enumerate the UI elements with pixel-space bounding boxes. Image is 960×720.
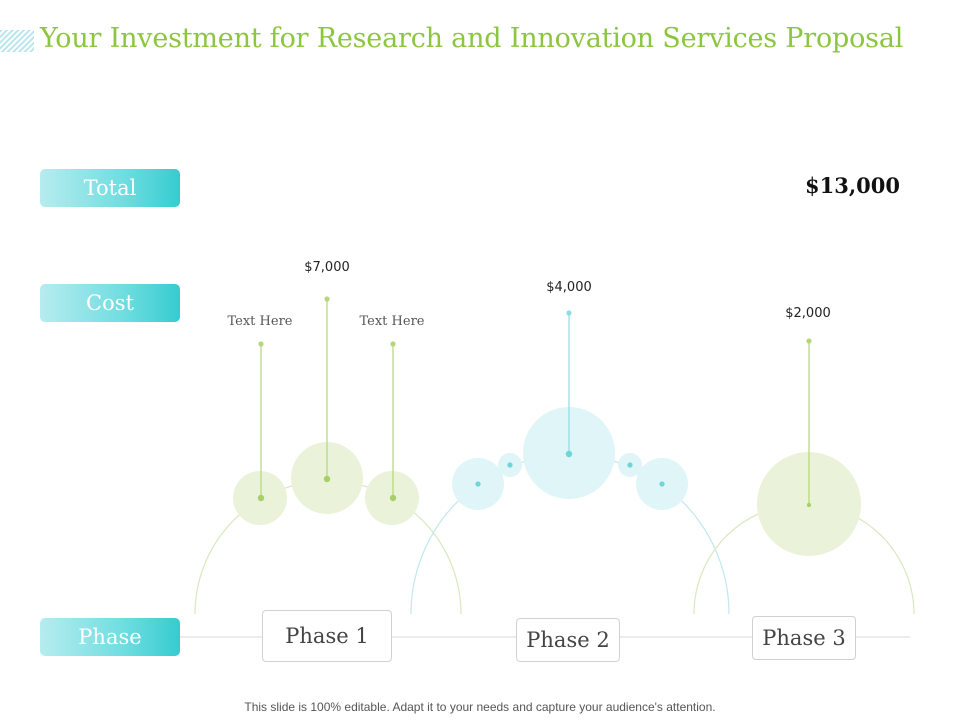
phase-1-sub-label-right: Text Here bbox=[360, 314, 425, 329]
footer-note: This slide is 100% editable. Adapt it to… bbox=[244, 700, 716, 714]
phase-2-group: $4,000 bbox=[410, 280, 730, 615]
phase-1-sub-label-left: Text Here bbox=[228, 314, 293, 329]
stripe-decoration bbox=[0, 30, 34, 52]
phase-1-label-box: Phase 1 bbox=[262, 610, 392, 662]
phase-1-group: $7,000 Text Here Text Here bbox=[194, 260, 462, 615]
phase-2-label-box: Phase 2 bbox=[516, 618, 620, 662]
phase-3-label-box: Phase 3 bbox=[752, 616, 856, 660]
cost-pill: Cost bbox=[40, 284, 180, 322]
phase-3-group: $2,000 bbox=[693, 306, 915, 615]
total-pill: Total bbox=[40, 169, 180, 207]
phase-1-cost: $7,000 bbox=[304, 260, 350, 275]
phase-pill: Phase bbox=[40, 618, 180, 656]
page-title: Your Investment for Research and Innovat… bbox=[40, 23, 904, 54]
total-value: $13,000 bbox=[805, 173, 900, 198]
phase-3-cost: $2,000 bbox=[785, 306, 831, 321]
phase-2-cost: $4,000 bbox=[546, 280, 592, 295]
